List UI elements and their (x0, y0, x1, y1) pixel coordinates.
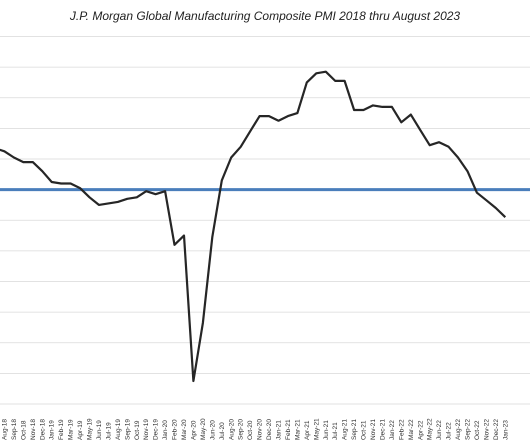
x-tick-label: Dec-20 (266, 419, 273, 440)
x-tick-label: Feb-21 (285, 419, 292, 440)
x-tick-label: Jan-19 (49, 420, 56, 440)
x-tick-label: Mar-19 (68, 419, 75, 440)
x-tick-label: Jun-21 (323, 420, 330, 440)
series-group (0, 70, 507, 383)
x-tick-label: Jul-21 (332, 422, 339, 440)
x-tick-label: May-21 (313, 418, 320, 440)
x-tick-label: Dec-22 (493, 419, 500, 440)
x-tick-label: Sep-19 (124, 419, 131, 440)
x-tick-label: May-22 (427, 418, 434, 440)
x-tick-label: Oct-22 (474, 420, 481, 440)
x-tick-label: Jan-20 (162, 420, 169, 440)
x-tick-label: Sep-21 (351, 419, 358, 440)
x-tick-label: Nov-22 (483, 419, 490, 440)
x-tick-label: Aug-19 (115, 419, 122, 440)
series-line (0, 70, 507, 383)
x-tick-label: Jan-21 (276, 420, 283, 440)
x-tick-label: Oct-21 (361, 420, 368, 440)
x-tick-label: Apr-20 (190, 420, 197, 440)
x-tick-label: May-19 (87, 418, 94, 440)
x-tick-label: Nov-18 (30, 419, 37, 440)
x-tick-label: Mar-20 (181, 419, 188, 440)
x-tick-label: Oct-20 (247, 420, 254, 440)
x-tick-label: Jun-20 (209, 420, 216, 440)
x-tick-label: Apr-19 (77, 420, 84, 440)
x-tick-label: Jul-19 (105, 422, 112, 440)
x-tick-label: Feb-19 (58, 419, 65, 440)
x-tick-label: Dec-19 (153, 419, 160, 440)
x-tick-label: Nov-19 (143, 419, 150, 440)
x-tick-label: Jun-19 (96, 420, 103, 440)
x-tick-label: Aug-20 (228, 419, 235, 440)
x-tick-label: Jul-22 (446, 422, 453, 440)
x-tick-label: Sep-18 (11, 419, 18, 440)
x-tick-label: Apr-21 (304, 420, 311, 440)
x-axis-tick-labels: Aug-18 Sep-18 Oct-18 Nov-18 Dec-18 Jan-19 Feb-… (1, 418, 509, 440)
x-tick-label: Nov-21 (370, 419, 377, 440)
gridlines (0, 36, 530, 405)
x-tick-label: Oct-18 (20, 420, 27, 440)
x-tick-label: Aug-18 (1, 419, 8, 440)
x-tick-label: Jan-23 (502, 420, 509, 440)
x-tick-label: Nov-20 (257, 419, 264, 440)
x-tick-label: Jun-22 (436, 420, 443, 440)
x-tick-label: May-20 (200, 418, 207, 440)
x-tick-label: Jul-20 (219, 422, 226, 440)
x-tick-label: Jan-22 (389, 420, 396, 440)
x-tick-label: Feb-22 (398, 419, 405, 440)
x-tick-label: Dec-21 (379, 419, 386, 440)
x-tick-label: Mar-22 (408, 419, 415, 440)
x-tick-label: Oct-19 (134, 420, 141, 440)
x-tick-label: Aug-21 (342, 419, 349, 440)
x-tick-label: Mar-21 (294, 419, 301, 440)
x-tick-label: Feb-20 (172, 419, 179, 440)
chart-title: J.P. Morgan Global Manufacturing Composi… (69, 9, 461, 23)
x-tick-label: Dec-18 (39, 419, 46, 440)
x-tick-label: Apr-22 (417, 420, 424, 440)
x-tick-label: Sep-22 (465, 419, 472, 440)
x-tick-label: Aug-22 (455, 419, 462, 440)
x-tick-label: Sep-20 (238, 419, 245, 440)
